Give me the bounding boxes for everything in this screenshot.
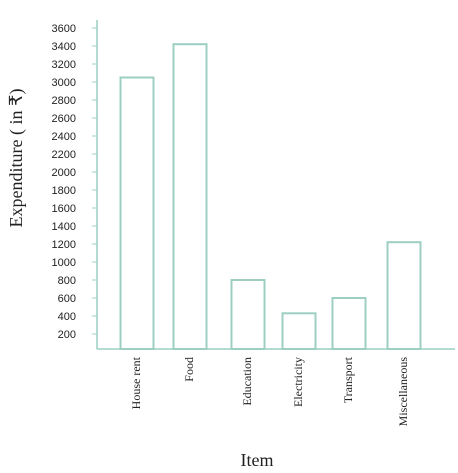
bar (281, 312, 317, 350)
y-tick-label: 2600 (52, 113, 76, 125)
bar (230, 279, 266, 350)
y-tick-label: 600 (58, 293, 76, 305)
y-tick-label: 1400 (52, 221, 76, 233)
y-axis-title: Expenditure ( in ₹) (6, 89, 27, 228)
y-tick-label: 2400 (52, 131, 76, 143)
y-tick-label: 1800 (52, 185, 76, 197)
y-tick-label: 1600 (52, 203, 76, 215)
x-tick-label: Education (240, 357, 254, 406)
x-tick-label: Food (182, 357, 196, 382)
y-tick-label: 3600 (52, 23, 76, 35)
y-tick-label: 800 (58, 275, 76, 287)
y-tick-label: 3000 (52, 77, 76, 89)
y-tick-label: 2800 (52, 95, 76, 107)
x-tick-label: Miscellaneous (396, 357, 410, 427)
x-tick-label: Transport (341, 356, 355, 403)
bar (119, 76, 155, 350)
bar (386, 241, 422, 350)
y-tick-label: 3200 (52, 59, 76, 71)
y-tick-label: 1000 (52, 257, 76, 269)
bar (331, 297, 367, 350)
bar (172, 43, 208, 350)
y-tick-label: 1200 (52, 239, 76, 251)
x-tick-label: Electricity (291, 357, 305, 407)
y-tick-label: 200 (58, 329, 76, 341)
x-tick-label: House rent (129, 356, 143, 409)
y-tick-label: 400 (58, 311, 76, 323)
plot-area: 200 400 600 800 1000 1200 1400 1600 1800 2000 2200… (52, 20, 455, 426)
y-tick-label: 3400 (52, 41, 76, 53)
y-tick-label: 2000 (52, 167, 76, 179)
x-axis-title: Item (241, 450, 274, 470)
y-tick-label: 2200 (52, 149, 76, 161)
